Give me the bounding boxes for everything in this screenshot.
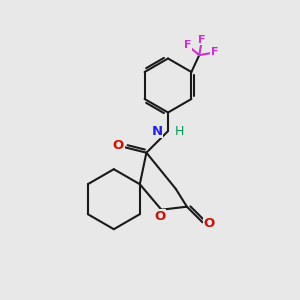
Text: F: F: [184, 40, 191, 50]
Text: O: O: [203, 217, 215, 230]
Text: O: O: [154, 210, 166, 223]
Text: F: F: [198, 35, 206, 45]
Text: O: O: [112, 139, 124, 152]
Text: N: N: [152, 124, 163, 138]
Text: F: F: [211, 47, 218, 57]
Text: H: H: [175, 124, 184, 138]
